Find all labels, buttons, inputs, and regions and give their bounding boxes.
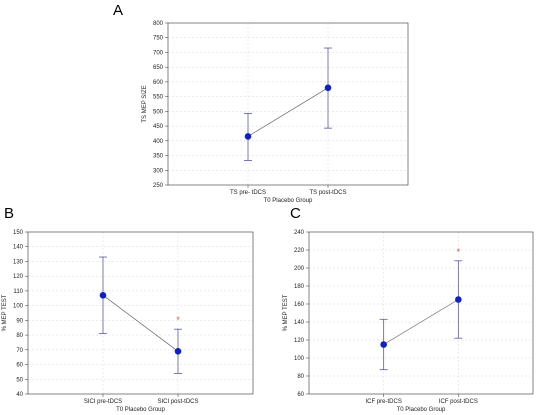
panel-c-letter: C <box>290 205 301 222</box>
panel-a-ytick-label: 750 <box>153 36 164 42</box>
panel-b-ytick-label: 40 <box>16 392 23 398</box>
panel-c-ytick-label: 120 <box>294 338 305 344</box>
panel-b-xtick-label: SICI pre-tDCS <box>84 399 122 405</box>
panel-c-mean-point <box>380 341 387 348</box>
panel-a-x-axis-title: T0 Placebo Group <box>264 198 313 204</box>
panel-b-mean-point <box>99 292 107 299</box>
panel-c-xtick-label: ICF post-tDCS <box>439 399 478 405</box>
panel-b-y-axis-title: % MEP TEST <box>2 294 8 331</box>
panel-c-ytick-label: 60 <box>297 392 304 398</box>
panel-c-x-axis-title: T0 Placebo Group <box>397 407 446 413</box>
panel-b-ytick-label: 150 <box>13 230 24 236</box>
panel-a-plot-frame <box>167 22 409 186</box>
panel-b-x-axis-title: T0 Placebo Group <box>116 407 165 413</box>
panel-b-ytick-label: 120 <box>13 274 24 280</box>
panel-a-mean-connector <box>247 87 329 137</box>
panel-b-plot-frame <box>27 231 254 395</box>
panel-a-ytick-label: 700 <box>153 50 164 56</box>
panel-b-ytick-label: 130 <box>13 259 24 265</box>
panel-c-ytick-label: 160 <box>294 302 305 308</box>
panel-a-ytick-label: 250 <box>153 183 164 189</box>
panel-b-ytick-label: 110 <box>13 289 23 295</box>
panel-c-significance-marker: * <box>457 247 461 257</box>
panel-a-ytick-label: 450 <box>153 124 164 130</box>
panel-b-ytick-label: 70 <box>16 348 23 354</box>
panel-c-mean-point <box>455 296 462 303</box>
panel-a-ytick-label: 800 <box>153 21 164 27</box>
panel-a-ytick-label: 300 <box>153 168 164 174</box>
panel-a-mean-point <box>324 84 332 92</box>
panel-a-y-axis-title: TS MEP SIZE <box>142 85 148 122</box>
panel-c-plot-frame <box>308 231 534 395</box>
panel-b-ytick-label: 140 <box>13 245 24 251</box>
panel-a-xtick-label: TS pre- tDCS <box>230 190 266 196</box>
panel-a-ytick-label: 350 <box>153 154 164 160</box>
panel-c-ytick-label: 200 <box>294 266 305 272</box>
panel-c-ytick-label: 80 <box>297 374 304 380</box>
panel-b-mean-connector <box>102 295 179 352</box>
panel-c-y-axis-title: % MEP TEST <box>283 294 289 331</box>
panel-b-letter: B <box>4 205 14 222</box>
panel-a-mean-point <box>244 133 252 140</box>
panel-c-ytick-label: 240 <box>294 230 305 236</box>
panel-a-ytick-label: 500 <box>153 109 164 115</box>
panel-c-ytick-label: 180 <box>294 284 305 290</box>
panel-b-ytick-label: 60 <box>16 363 23 369</box>
panel-a-xtick-label: TS post-tDCS <box>309 190 346 196</box>
panel-b-xtick-label: SICI post-tDCS <box>157 399 198 405</box>
panel-b-ytick-label: 90 <box>16 318 23 324</box>
panel-a-ytick-label: 650 <box>153 65 164 71</box>
panel-a-ytick-label: 550 <box>153 95 164 101</box>
panel-c-mean-connector <box>383 299 459 345</box>
panel-b-ytick-label: 80 <box>16 333 23 339</box>
panel-c-ytick-label: 140 <box>294 320 305 326</box>
panel-b-ytick-label: 100 <box>13 304 24 310</box>
panel-a-ytick-label: 600 <box>153 80 164 86</box>
panel-a-letter: A <box>113 2 123 19</box>
panel-c-xtick-label: ICF pre-tDCS <box>365 399 401 405</box>
panel-a-ytick-label: 400 <box>153 139 164 145</box>
panel-b-mean-point <box>174 347 182 355</box>
panel-c-ytick-label: 220 <box>294 248 305 254</box>
panel-b-significance-marker: * <box>176 315 180 325</box>
panel-c-ytick-label: 100 <box>294 356 305 362</box>
panel-b-ytick-label: 50 <box>16 377 23 383</box>
